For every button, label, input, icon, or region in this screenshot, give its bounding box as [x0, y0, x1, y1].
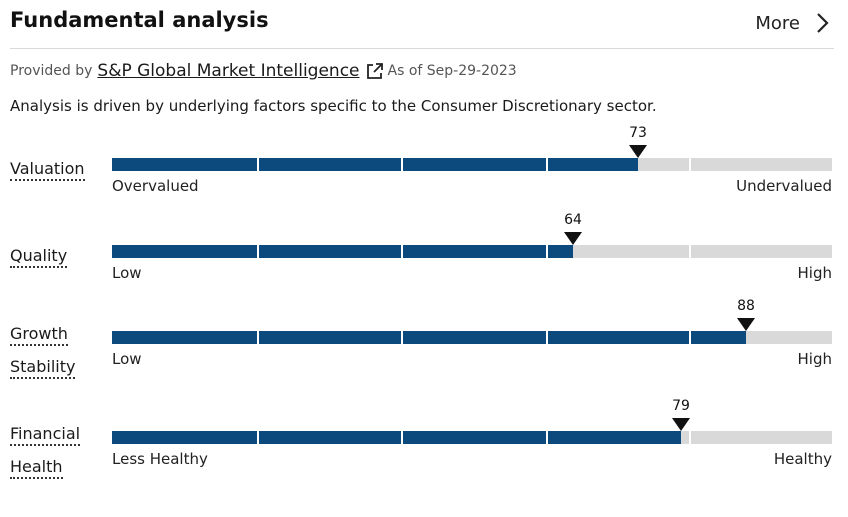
score-marker-icon — [737, 318, 755, 331]
metric-label-line: Stability — [10, 357, 76, 379]
scale-min-label: Low — [112, 350, 142, 368]
metric-label[interactable]: Financial Health — [10, 417, 81, 483]
card-header: Fundamental analysis More — [10, 6, 834, 49]
score-bar — [112, 331, 832, 344]
chevron-right-icon — [817, 13, 829, 33]
segment-divider — [546, 431, 548, 444]
analysis-description: Analysis is driven by underlying factors… — [10, 97, 657, 115]
segment-divider — [689, 245, 691, 258]
score-value: 73 — [629, 125, 647, 141]
segment-divider — [401, 245, 403, 258]
segment-divider — [689, 331, 691, 344]
more-label: More — [755, 12, 800, 34]
segment-divider — [546, 158, 548, 171]
score-value: 79 — [672, 398, 690, 414]
more-link[interactable]: More — [755, 12, 832, 34]
score-bar — [112, 431, 832, 444]
metric-label-line: Valuation — [10, 159, 85, 181]
segment-divider — [401, 158, 403, 171]
score-marker-icon — [629, 145, 647, 158]
score-value: 88 — [737, 298, 755, 314]
provider-link[interactable]: S&P Global Market Intelligence — [97, 61, 360, 81]
scale-max-label: High — [797, 350, 832, 368]
segment-divider — [689, 431, 691, 444]
score-marker-icon — [672, 418, 690, 431]
card-title: Fundamental analysis — [10, 8, 269, 32]
as-of-date: As of Sep-29-2023 — [387, 63, 517, 79]
metric-label[interactable]: Quality — [10, 239, 68, 272]
metric-label-line: Health — [10, 457, 63, 479]
segment-divider — [546, 331, 548, 344]
segment-divider — [257, 331, 259, 344]
scale-max-label: Undervalued — [736, 177, 832, 195]
scale-min-label: Less Healthy — [112, 450, 208, 468]
segment-divider — [546, 245, 548, 258]
segment-divider — [401, 431, 403, 444]
score-value: 64 — [564, 212, 582, 228]
score-marker-icon — [564, 232, 582, 245]
metric-label-line: Growth — [10, 324, 68, 346]
score-bar — [112, 245, 832, 258]
score-bar — [112, 158, 832, 171]
score-bar-fill — [112, 158, 638, 171]
segment-divider — [257, 245, 259, 258]
segment-divider — [257, 431, 259, 444]
metric-label[interactable]: Growth Stability — [10, 317, 76, 383]
score-bar-fill — [112, 431, 681, 444]
scale-min-label: Overvalued — [112, 177, 199, 195]
segment-divider — [401, 331, 403, 344]
metric-label-line: Quality — [10, 246, 68, 268]
provided-by-label: Provided by — [10, 63, 93, 79]
segment-divider — [257, 158, 259, 171]
source-line: Provided by S&P Global Market Intelligen… — [10, 61, 517, 81]
metric-label[interactable]: Valuation — [10, 152, 85, 185]
score-bar-fill — [112, 331, 746, 344]
scale-min-label: Low — [112, 264, 142, 282]
score-bar-fill — [112, 245, 573, 258]
segment-divider — [689, 158, 691, 171]
external-link-icon[interactable] — [365, 61, 385, 81]
scale-max-label: Healthy — [773, 450, 832, 468]
scale-max-label: High — [797, 264, 832, 282]
metric-label-line: Financial — [10, 424, 81, 446]
